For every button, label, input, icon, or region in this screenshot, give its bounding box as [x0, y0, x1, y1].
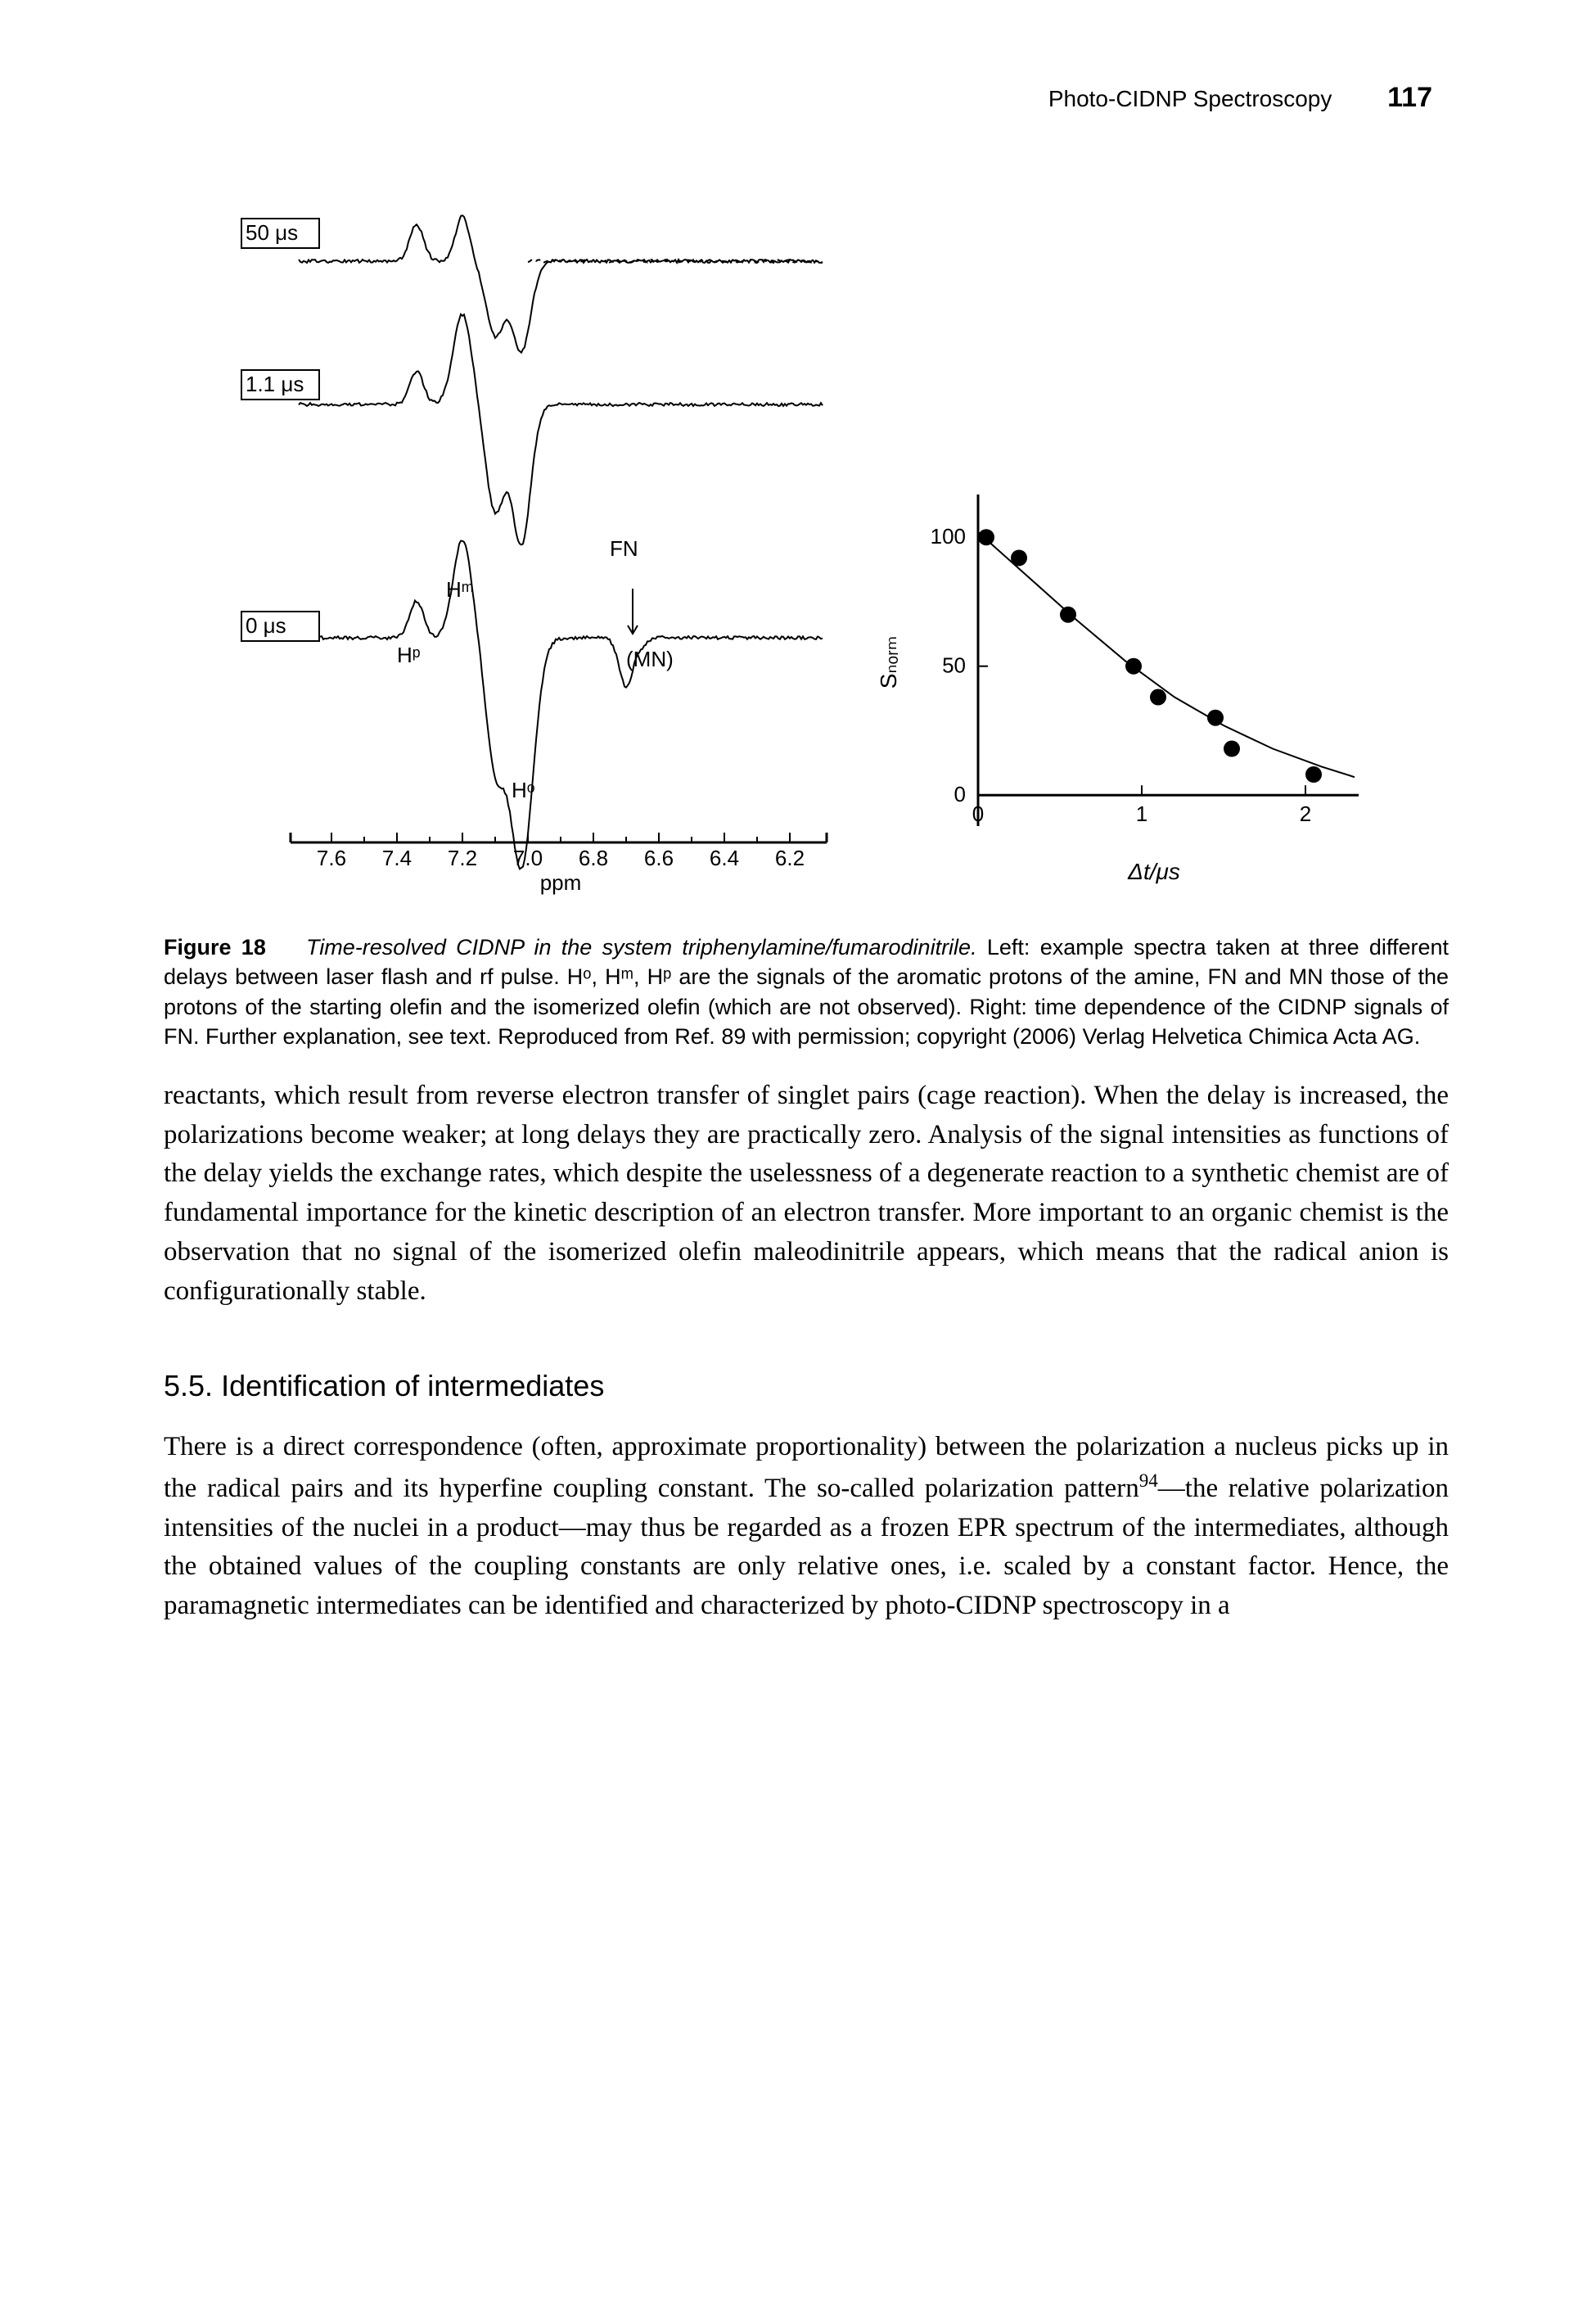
svg-text:7.0: 7.0	[513, 846, 543, 870]
chapter-title: Photo-CIDNP Spectroscopy	[1048, 86, 1332, 111]
paragraph-2: There is a direct correspondence (often,…	[164, 1428, 1449, 1626]
svg-text:7.6: 7.6	[317, 846, 346, 870]
svg-text:7.4: 7.4	[382, 846, 412, 870]
svg-text:Hᵐ: Hᵐ	[446, 577, 474, 602]
section-title: Identification of intermediates	[221, 1369, 604, 1402]
decay-scatter-chart: 0 50 100 0 1 2 Δt/μs Sₙₒᵣₘ	[872, 474, 1379, 900]
svg-text:100: 100	[931, 524, 966, 549]
svg-text:0: 0	[954, 782, 966, 806]
svg-text:50: 50	[942, 653, 966, 678]
svg-text:Hᵒ: Hᵒ	[512, 778, 535, 802]
svg-text:6.6: 6.6	[644, 846, 674, 870]
svg-text:1: 1	[1136, 802, 1147, 826]
svg-text:Hᵖ: Hᵖ	[397, 643, 421, 667]
svg-text:6.4: 6.4	[710, 846, 739, 870]
svg-text:(MN): (MN)	[626, 647, 674, 671]
svg-text:Sₙₒᵣₘ: Sₙₒᵣₘ	[876, 636, 901, 689]
svg-text:Δt/μs: Δt/μs	[1127, 859, 1180, 884]
caption-italic: Time-resolved CIDNP in the system triphe…	[306, 935, 977, 960]
svg-text:FN: FN	[610, 536, 638, 561]
section-heading: 5.5. Identification of intermediates	[164, 1369, 1449, 1403]
paragraph-1: reactants, which result from reverse ele…	[164, 1077, 1449, 1312]
citation-sup: 94	[1139, 1470, 1158, 1491]
svg-text:0: 0	[972, 802, 984, 826]
page: Photo-CIDNP Spectroscopy 117 50 μs 1.1 μs…	[0, 0, 1596, 2321]
figure-panel: 50 μs 1.1 μs 0 μs Hᵐ Hᵖ FN (MN) Hᵒ 7.6 7.4 7.2 7.0 6…	[164, 163, 1449, 900]
svg-text:0 μs: 0 μs	[246, 613, 286, 638]
running-header: Photo-CIDNP Spectroscopy 117	[164, 82, 1449, 114]
svg-text:50 μs: 50 μs	[246, 220, 298, 245]
svg-text:ppm: ppm	[540, 870, 582, 895]
svg-text:6.8: 6.8	[579, 846, 608, 870]
figure-label: Figure 18	[164, 935, 266, 960]
svg-text:7.2: 7.2	[448, 846, 477, 870]
figure-caption: Figure 18 Time-resolved CIDNP in the sys…	[164, 932, 1449, 1052]
nmr-spectra-chart: 50 μs 1.1 μs 0 μs Hᵐ Hᵖ FN (MN) Hᵒ 7.6 7.4 7.2 7.0 6…	[233, 163, 839, 900]
section-number: 5.5.	[164, 1369, 213, 1402]
svg-text:2: 2	[1300, 802, 1311, 826]
svg-text:1.1 μs: 1.1 μs	[246, 372, 304, 396]
svg-text:6.2: 6.2	[775, 846, 805, 870]
page-number: 117	[1387, 82, 1432, 113]
